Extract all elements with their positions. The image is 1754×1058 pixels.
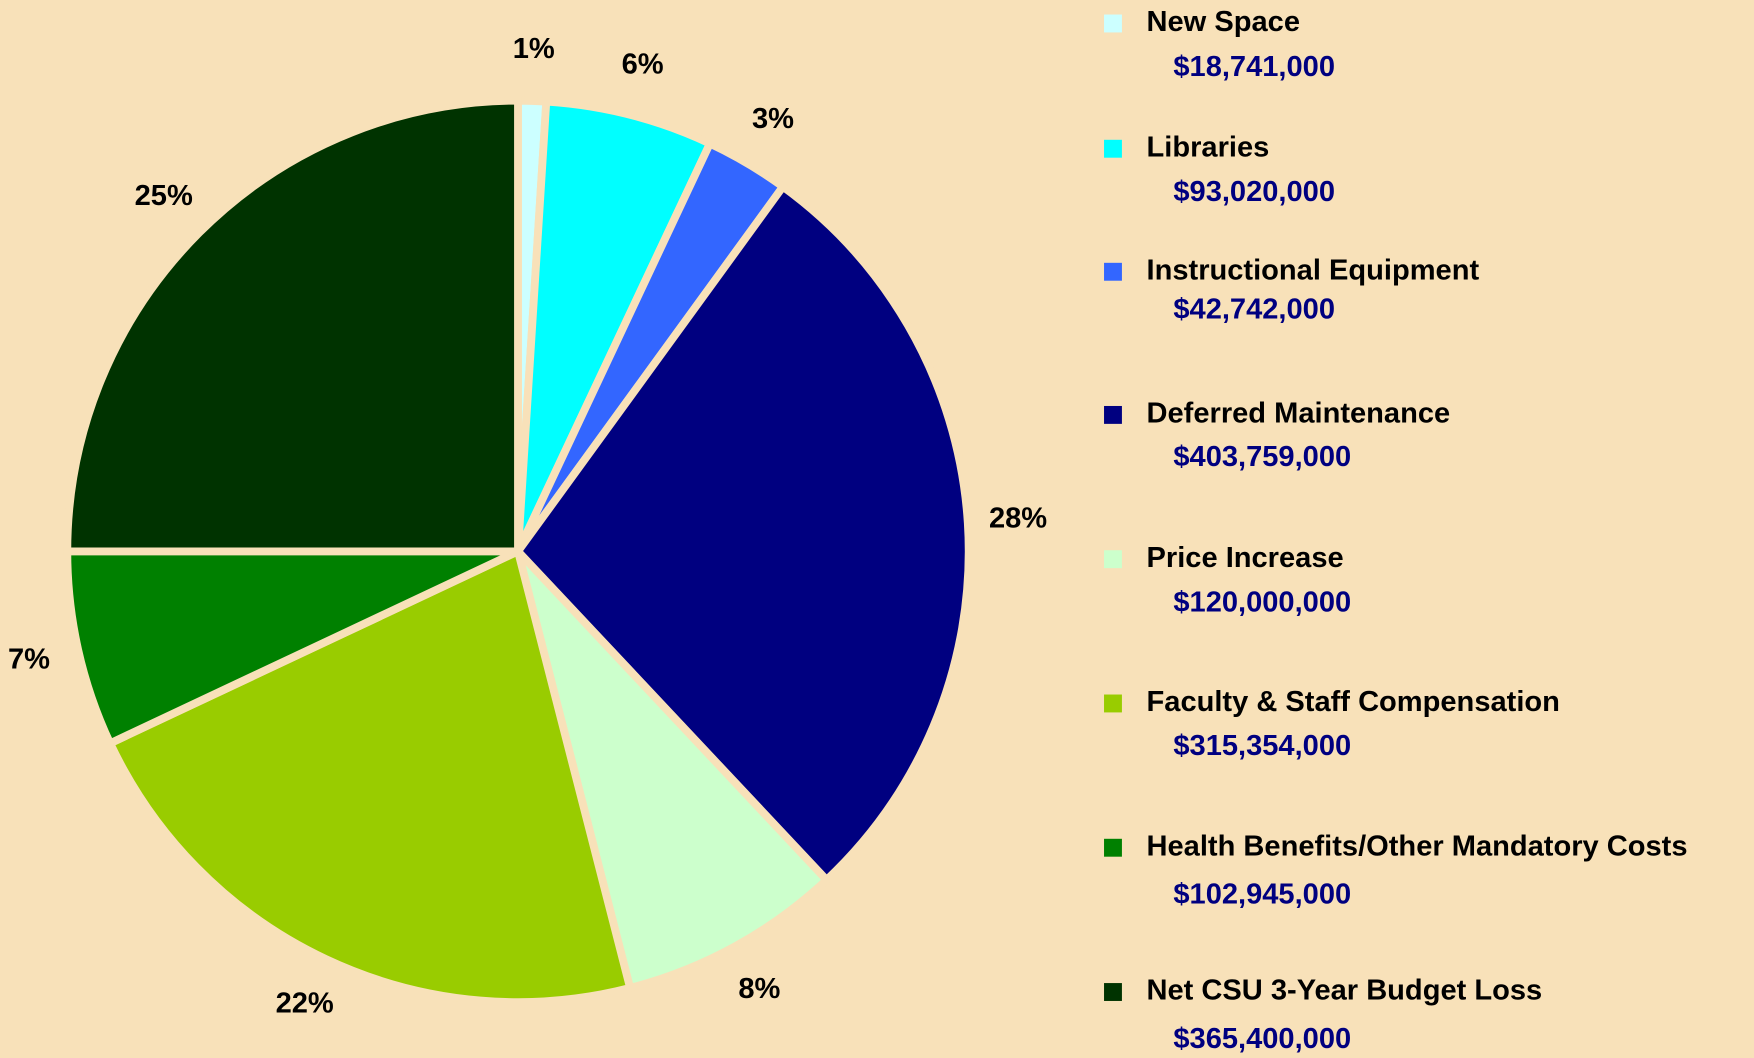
legend-swatch (1104, 14, 1122, 33)
slice-label: 1% (513, 33, 555, 65)
slice-label: 28% (989, 503, 1047, 535)
legend-label: Net CSU 3-Year Budget Loss (1147, 975, 1543, 1007)
pie-slice (514, 548, 833, 993)
legend-label: Price Increase (1147, 542, 1344, 574)
pie-slice (63, 96, 522, 556)
legend-swatch (1104, 838, 1122, 857)
legend-label: Libraries (1147, 131, 1270, 163)
legend-swatch (1104, 983, 1122, 1001)
legend-amount: $42,742,000 (1173, 294, 1335, 326)
legend-amount: $315,354,000 (1173, 730, 1351, 762)
legend-amount: $120,000,000 (1173, 587, 1351, 619)
legend-amount: $18,741,000 (1173, 51, 1335, 83)
legend-label: Health Benefits/Other Mandatory Costs (1147, 830, 1688, 862)
legend-label: Faculty & Staff Compensation (1147, 686, 1560, 718)
slice-label: 7% (8, 643, 50, 675)
pie-slice (514, 97, 716, 554)
legend-swatch (1104, 405, 1122, 424)
legend-label: Instructional Equipment (1147, 254, 1480, 286)
legend-swatch (1104, 139, 1122, 158)
slice-label: 6% (622, 49, 664, 81)
pie-slice (512, 181, 973, 886)
slice-label: 22% (276, 987, 334, 1019)
legend-swatch (1104, 550, 1122, 569)
legend-swatch (1104, 694, 1122, 713)
legend-amount: $365,400,000 (1173, 1023, 1351, 1055)
legend-amount: $93,020,000 (1173, 176, 1335, 208)
pie-slice (63, 547, 520, 749)
legend-swatch (1104, 262, 1122, 281)
slice-label: 25% (135, 180, 193, 212)
slice-label: 3% (752, 103, 794, 135)
legend-amount: $403,759,000 (1173, 441, 1351, 473)
legend-label: New Space (1147, 6, 1300, 38)
slice-label: 8% (738, 973, 780, 1005)
legend-amount: $102,945,000 (1173, 879, 1351, 911)
legend-label: Deferred Maintenance (1147, 398, 1451, 430)
pie-slice (104, 545, 635, 1006)
